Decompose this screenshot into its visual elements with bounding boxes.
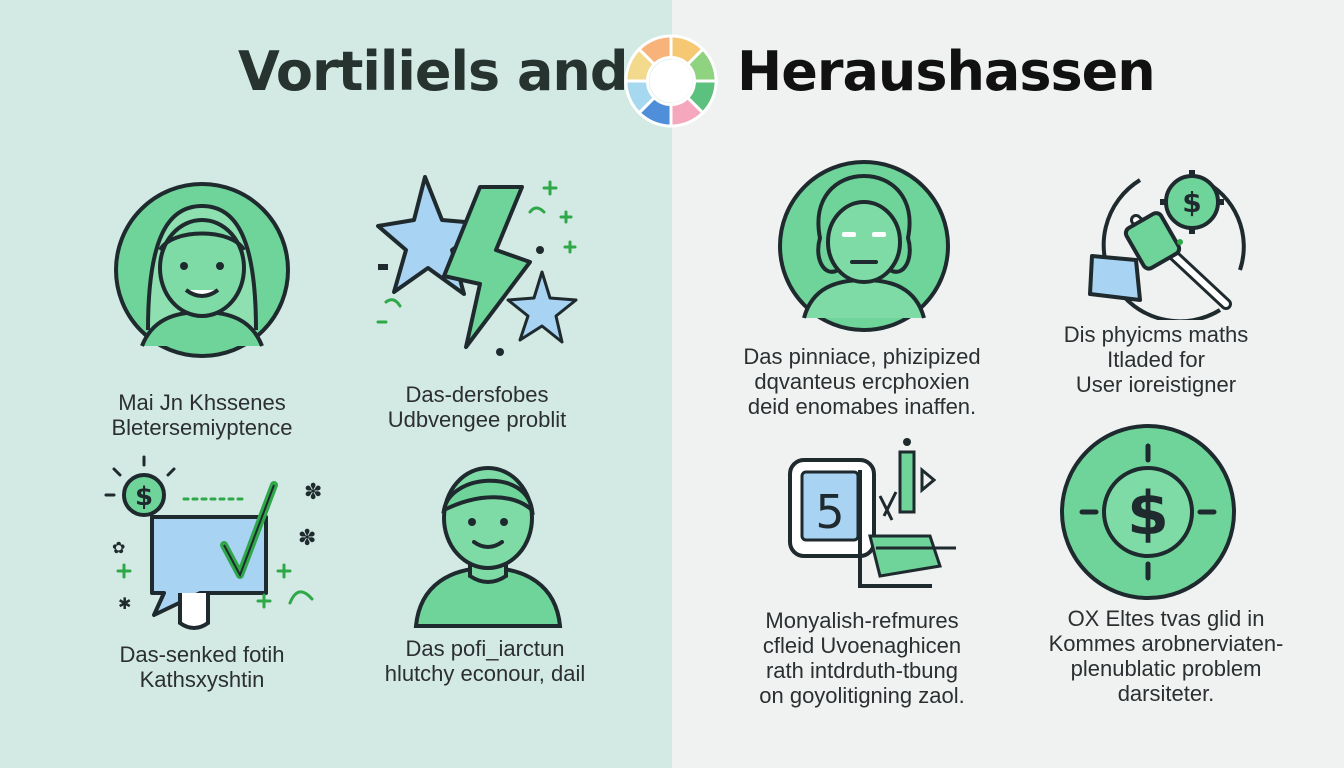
caption-line: Dis phyicms maths: [1063, 322, 1249, 347]
left-panel: [0, 0, 672, 768]
title-right: Heraushassen: [737, 40, 1156, 103]
caption-line: on goyolitigning zaol.: [759, 683, 965, 708]
caption-left-1: Mai Jn Khssenes Bletersemiyptence: [60, 390, 344, 440]
caption-line: deid enomabes inaffen.: [747, 394, 977, 419]
caption-line: cfleid Uvoenaghicen: [762, 633, 962, 658]
dollar-chat-checkmark-icon: $ ✽ ✽ ✿ ✱: [104, 455, 322, 630]
svg-text:✽: ✽: [298, 526, 316, 551]
color-wheel-icon: [624, 34, 718, 128]
title-left: Vortiliels and: [238, 40, 629, 103]
right-panel: [672, 0, 1344, 768]
caption-line: Bletersemiyptence: [111, 415, 293, 440]
caption-right-4: OX Eltes tvas glid in Kommes arobnerviat…: [1006, 606, 1326, 706]
caption-line: User ioreistigner: [1075, 372, 1237, 397]
smiling-person-icon: [413, 466, 563, 628]
broken-dollar-gear-icon: $: [1088, 170, 1246, 320]
svg-text:✱: ✱: [118, 594, 131, 613]
caption-left-3: Das-senked fotih Kathsxyshtin: [60, 642, 344, 692]
caption-line: hlutchy econour, dail: [384, 661, 586, 686]
caption-line: plenublatic problem: [1070, 656, 1262, 681]
caption-right-2: Dis phyicms maths Itladed for User iorei…: [1006, 322, 1306, 397]
caption-left-4: Das pofi_iarctun hlutchy econour, dail: [335, 636, 635, 686]
lightning-stars-icon: [376, 175, 578, 356]
svg-text:✽: ✽: [304, 480, 322, 505]
caption-right-3: Monyalish-refmures cfleid Uvoenaghicen r…: [712, 608, 1012, 708]
svg-text:✿: ✿: [112, 538, 125, 557]
caption-line: darsiteter.: [1117, 681, 1215, 706]
caption-line: Das-senked fotih: [119, 642, 285, 667]
caption-right-1: Das pinniace, phizipized dqvanteus ercph…: [712, 344, 1012, 419]
caption-left-2: Das-dersfobes Udbvengee problit: [335, 382, 619, 432]
svg-text:$: $: [135, 482, 153, 512]
dollar-coin-icon: $: [1060, 424, 1236, 600]
caption-line: Das pinniace, phizipized: [743, 344, 981, 369]
caption-line: Udbvengee problit: [387, 407, 567, 432]
svg-text:$: $: [1127, 479, 1169, 549]
number-five-text: 5: [815, 485, 844, 539]
caption-line: Kommes arobnerviaten-: [1048, 631, 1284, 656]
caption-line: rath intdrduth-tbung: [765, 658, 959, 683]
caption-line: Das-dersfobes: [405, 382, 549, 407]
caption-line: Monyalish-refmures: [765, 608, 959, 633]
caption-line: Itladed for: [1107, 347, 1205, 372]
smiling-woman-icon: [114, 182, 290, 358]
caption-line: Mai Jn Khssenes: [118, 390, 286, 415]
frustrated-person-icon: [778, 160, 950, 332]
caption-line: OX Eltes tvas glid in: [1067, 606, 1265, 631]
caption-line: Das pofi_iarctun: [405, 636, 565, 661]
svg-text:$: $: [1182, 186, 1201, 219]
caption-line: Kathsxyshtin: [139, 667, 265, 692]
number-five-device-icon: 5: [788, 438, 956, 588]
caption-line: dqvanteus ercphoxien: [754, 369, 970, 394]
